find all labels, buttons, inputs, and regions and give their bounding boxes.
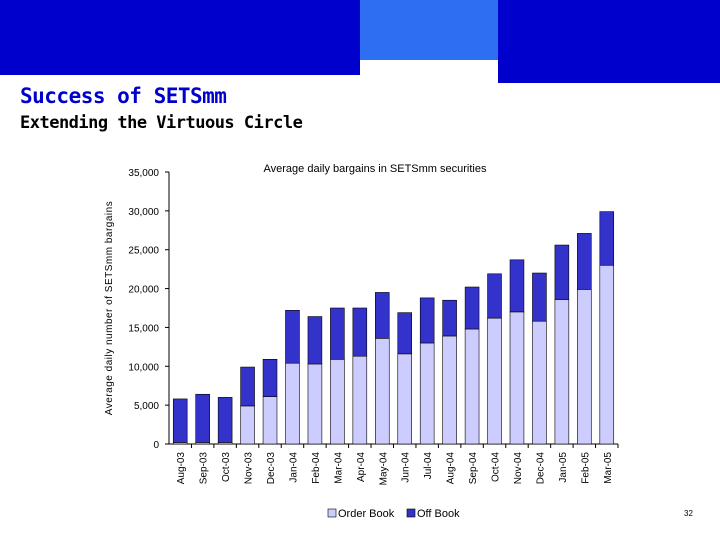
bar-off-book-nov-04 [509,259,525,313]
bar-off-book-may-04 [375,292,390,339]
header-band-left [0,0,360,75]
y-tick-label: 20,000 [128,285,159,296]
y-tick-label: 0 [153,440,159,451]
x-tick-label: Feb-05 [580,452,591,484]
bar-off-book-oct-04 [487,273,502,319]
slide-title: Success of SETSmm [20,84,227,108]
x-tick-label: Dec-04 [535,452,546,485]
slide-subtitle: Extending the Virtuous Circle [20,113,303,133]
x-tick-label: Sep-03 [199,452,210,485]
bar-order-book-mar-04 [330,358,345,445]
y-tick-label: 15,000 [128,323,159,334]
bar-order-book-nov-03 [240,405,255,445]
header-band-right [498,0,720,83]
x-tick-label: Mar-05 [603,452,614,484]
x-tick-label: Sep-04 [468,452,479,485]
bar-order-book-feb-04 [307,363,323,445]
bar-order-book-dec-04 [532,320,547,445]
bar-off-book-mar-04 [330,307,345,360]
chart-title: Average daily bargains in SETSmm securit… [264,163,487,175]
x-tick-label: Jan-04 [288,452,299,483]
bar-off-book-dec-04 [532,272,547,322]
bar-order-book-apr-04 [352,355,368,445]
bar-off-book-aug-04 [442,299,457,337]
bar-off-book-jul-04 [419,297,435,344]
y-tick-label: 35,000 [128,168,159,179]
x-tick-label: Dec-03 [266,452,277,485]
bar-off-book-apr-04 [352,307,368,357]
bar-order-book-jan-04 [285,362,300,445]
x-tick-label: Feb-04 [311,452,322,484]
bar-off-book-oct-03 [217,397,233,443]
header-band-middle [360,0,498,60]
y-tick-label: 25,000 [128,246,159,257]
y-tick-label: 10,000 [128,362,159,373]
bar-order-book-jan-05 [554,299,570,445]
page-number: 32 [684,509,693,518]
x-tick-label: Aug-03 [176,452,187,485]
bar-off-book-dec-03 [262,358,278,397]
x-tick-label: Jul-04 [423,452,434,480]
bar-order-book-nov-04 [509,311,525,445]
x-tick-label: Aug-04 [446,452,457,485]
legend-label-order-book: Order Book [338,508,395,520]
x-tick-label: Jan-05 [558,452,569,483]
bar-off-book-nov-03 [240,366,255,407]
x-tick-label: Oct-04 [491,452,502,482]
bar-order-book-jun-04 [397,353,412,445]
bar-off-book-mar-05 [599,211,615,266]
bar-order-book-aug-04 [442,335,457,445]
legend-swatch-off-book [406,508,416,518]
bar-order-book-sep-04 [464,328,480,445]
y-axis-label: Average daily number of SETSmm bargains [104,201,115,415]
bar-order-book-may-04 [375,338,390,445]
bar-order-book-feb-05 [577,289,592,445]
x-tick-label: Apr-04 [356,452,367,482]
bar-off-book-feb-05 [577,233,592,290]
x-tick-label: Jun-04 [401,452,412,483]
x-tick-label: Mar-04 [333,452,344,484]
x-tick-label: May-04 [378,452,389,486]
legend-label-off-book: Off Book [417,508,460,520]
x-tick-label: Nov-03 [244,452,255,485]
bar-off-book-aug-03 [172,398,188,443]
bar-order-book-dec-03 [262,396,278,445]
bar-off-book-feb-04 [307,316,323,365]
bar-off-book-sep-04 [464,286,480,330]
y-tick-label: 5,000 [134,401,159,412]
bar-order-book-mar-05 [599,264,615,445]
bar-off-book-sep-03 [195,393,210,443]
x-tick-label: Oct-03 [221,452,232,482]
bar-order-book-oct-04 [487,317,502,445]
y-tick-label: 30,000 [128,207,159,218]
bar-off-book-jun-04 [397,312,412,355]
bar-off-book-jan-04 [285,310,300,364]
x-tick-label: Nov-04 [513,452,524,485]
bar-off-book-jan-05 [554,244,570,300]
legend-swatch-order-book [327,508,337,518]
bar-order-book-jul-04 [419,342,435,445]
